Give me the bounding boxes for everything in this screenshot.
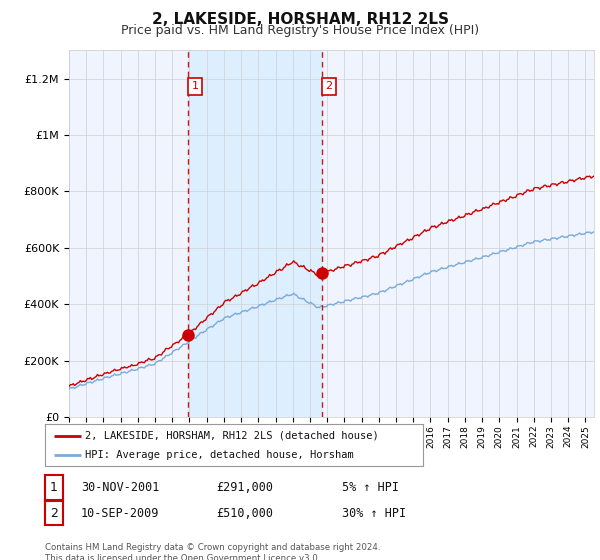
Text: 1: 1 [191,81,199,91]
Text: £510,000: £510,000 [216,507,273,520]
Text: 10-SEP-2009: 10-SEP-2009 [81,507,160,520]
Text: 1: 1 [50,481,58,494]
Text: 30-NOV-2001: 30-NOV-2001 [81,481,160,494]
Text: Contains HM Land Registry data © Crown copyright and database right 2024.
This d: Contains HM Land Registry data © Crown c… [45,543,380,560]
Text: 5% ↑ HPI: 5% ↑ HPI [342,481,399,494]
Text: Price paid vs. HM Land Registry's House Price Index (HPI): Price paid vs. HM Land Registry's House … [121,24,479,36]
Text: 30% ↑ HPI: 30% ↑ HPI [342,507,406,520]
Text: 2, LAKESIDE, HORSHAM, RH12 2LS (detached house): 2, LAKESIDE, HORSHAM, RH12 2LS (detached… [85,431,379,441]
Text: 2: 2 [325,81,332,91]
Text: HPI: Average price, detached house, Horsham: HPI: Average price, detached house, Hors… [85,450,353,460]
Text: 2, LAKESIDE, HORSHAM, RH12 2LS: 2, LAKESIDE, HORSHAM, RH12 2LS [151,12,449,27]
Text: £291,000: £291,000 [216,481,273,494]
Bar [188,50,322,417]
Text: 2: 2 [50,507,58,520]
